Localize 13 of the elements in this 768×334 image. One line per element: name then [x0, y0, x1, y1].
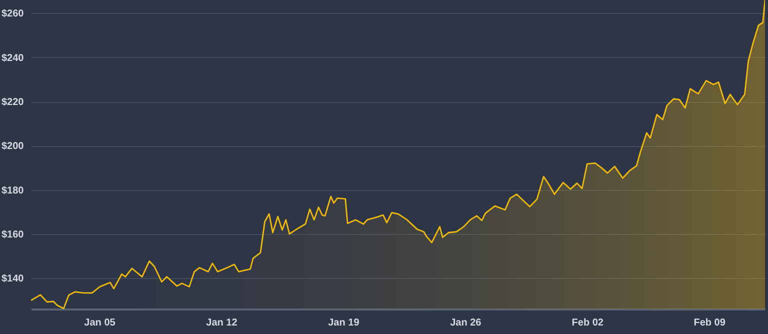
y-tick-label: $260: [2, 8, 24, 20]
x-tick-label: Jan 05: [84, 318, 116, 328]
y-tick-label: $160: [2, 229, 24, 240]
y-tick-label: $240: [2, 52, 24, 64]
x-tick-label: Jan 12: [206, 318, 238, 328]
x-tick-label: Jan 26: [450, 318, 482, 328]
y-tick-label: $180: [2, 185, 24, 196]
x-tick-label: Feb 09: [694, 318, 726, 328]
y-tick-label: $200: [2, 141, 24, 152]
y-tick-label: $140: [2, 274, 24, 285]
x-tick-label: Feb 02: [572, 318, 604, 328]
y-tick-label: $220: [2, 97, 24, 108]
x-tick-label: Jan 19: [328, 318, 360, 328]
